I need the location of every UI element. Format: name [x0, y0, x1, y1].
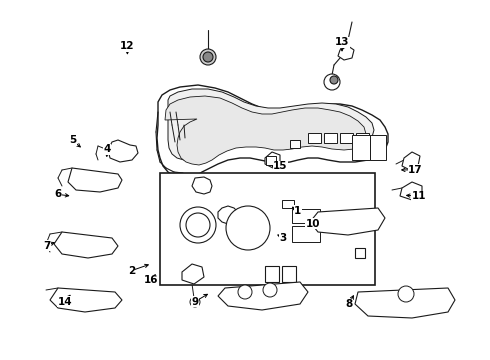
Bar [282, 266, 296, 282]
Polygon shape [192, 177, 212, 194]
Text: 9: 9 [192, 297, 198, 307]
Polygon shape [168, 89, 374, 160]
Bar [292, 209, 320, 223]
Polygon shape [400, 182, 422, 200]
Text: 17: 17 [408, 165, 423, 175]
Bar [355, 248, 365, 258]
Text: 13: 13 [335, 37, 349, 48]
Bar [352, 135, 370, 160]
Text: 4: 4 [103, 144, 111, 154]
Text: 6: 6 [54, 189, 61, 199]
Text: 1: 1 [294, 206, 301, 216]
Polygon shape [157, 85, 388, 178]
Polygon shape [50, 288, 122, 312]
Polygon shape [338, 46, 354, 60]
Text: 3: 3 [280, 233, 287, 243]
Bar [265, 266, 279, 282]
Circle shape [324, 74, 340, 90]
Text: 14: 14 [57, 297, 72, 307]
Text: 16: 16 [144, 275, 158, 285]
Circle shape [200, 49, 216, 65]
Polygon shape [310, 208, 385, 235]
Bar [266, 156, 276, 165]
Bar [324, 133, 337, 143]
Text: 12: 12 [120, 41, 135, 51]
Circle shape [186, 213, 210, 237]
Bar [370, 135, 386, 160]
Bar [308, 133, 321, 143]
Bar [160, 173, 375, 285]
Circle shape [238, 285, 252, 299]
Polygon shape [265, 152, 280, 168]
Circle shape [330, 76, 338, 84]
Polygon shape [165, 96, 366, 165]
Circle shape [263, 283, 277, 297]
Polygon shape [402, 152, 420, 170]
Text: 11: 11 [412, 191, 426, 201]
Polygon shape [54, 232, 118, 258]
Circle shape [203, 52, 213, 62]
Text: 8: 8 [345, 299, 352, 309]
Bar [290, 140, 300, 148]
Polygon shape [182, 264, 204, 284]
Bar [356, 133, 369, 143]
Circle shape [398, 286, 414, 302]
Bar [292, 226, 320, 242]
Polygon shape [355, 288, 455, 318]
Circle shape [180, 207, 216, 243]
Polygon shape [218, 282, 308, 310]
Text: 15: 15 [273, 161, 288, 171]
Circle shape [226, 206, 270, 250]
Polygon shape [68, 168, 122, 192]
Polygon shape [108, 140, 138, 162]
Text: 5: 5 [69, 135, 76, 145]
Text: 7: 7 [43, 240, 50, 251]
Text: 2: 2 [128, 266, 135, 276]
Bar [340, 133, 353, 143]
Polygon shape [218, 206, 238, 224]
Circle shape [190, 297, 200, 307]
Text: 10: 10 [305, 219, 320, 229]
Bar [282, 200, 294, 208]
